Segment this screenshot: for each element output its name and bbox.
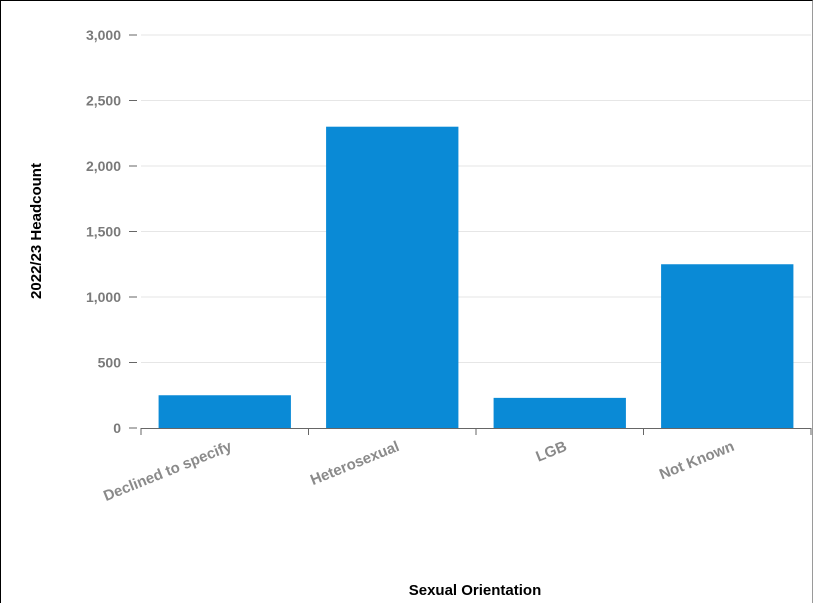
x-tick-label: LGB xyxy=(534,438,570,466)
y-tick-label: 2,500 xyxy=(86,93,121,109)
y-tick-label: 2,000 xyxy=(86,158,121,174)
y-tick-label: 1,500 xyxy=(86,224,121,240)
y-tick-label: 1,000 xyxy=(86,289,121,305)
y-tick-labels: 0 500 1,000 1,500 2,000 2,500 3,000 xyxy=(86,27,121,436)
y-tick-label: 0 xyxy=(113,420,121,436)
bar-lgb[interactable] xyxy=(493,397,626,428)
y-tick-label: 500 xyxy=(98,355,122,371)
bar-heterosexual[interactable] xyxy=(326,126,459,428)
bar-not-known[interactable] xyxy=(661,264,794,428)
x-axis-title: Sexual Orientation xyxy=(409,582,542,599)
y-tick-label: 3,000 xyxy=(86,27,121,43)
x-tick-labels: Declined to specify Heterosexual LGB Not Kn… xyxy=(101,438,737,505)
bars xyxy=(158,126,794,428)
x-tick-label: Not Known xyxy=(657,438,737,483)
x-tick-label: Declined to specify xyxy=(101,438,235,505)
axes xyxy=(129,34,812,435)
bar-declined-to-specify[interactable] xyxy=(158,395,291,428)
x-tick-label: Heterosexual xyxy=(308,438,402,489)
y-axis-title: 2022/23 Headcount xyxy=(28,163,45,299)
